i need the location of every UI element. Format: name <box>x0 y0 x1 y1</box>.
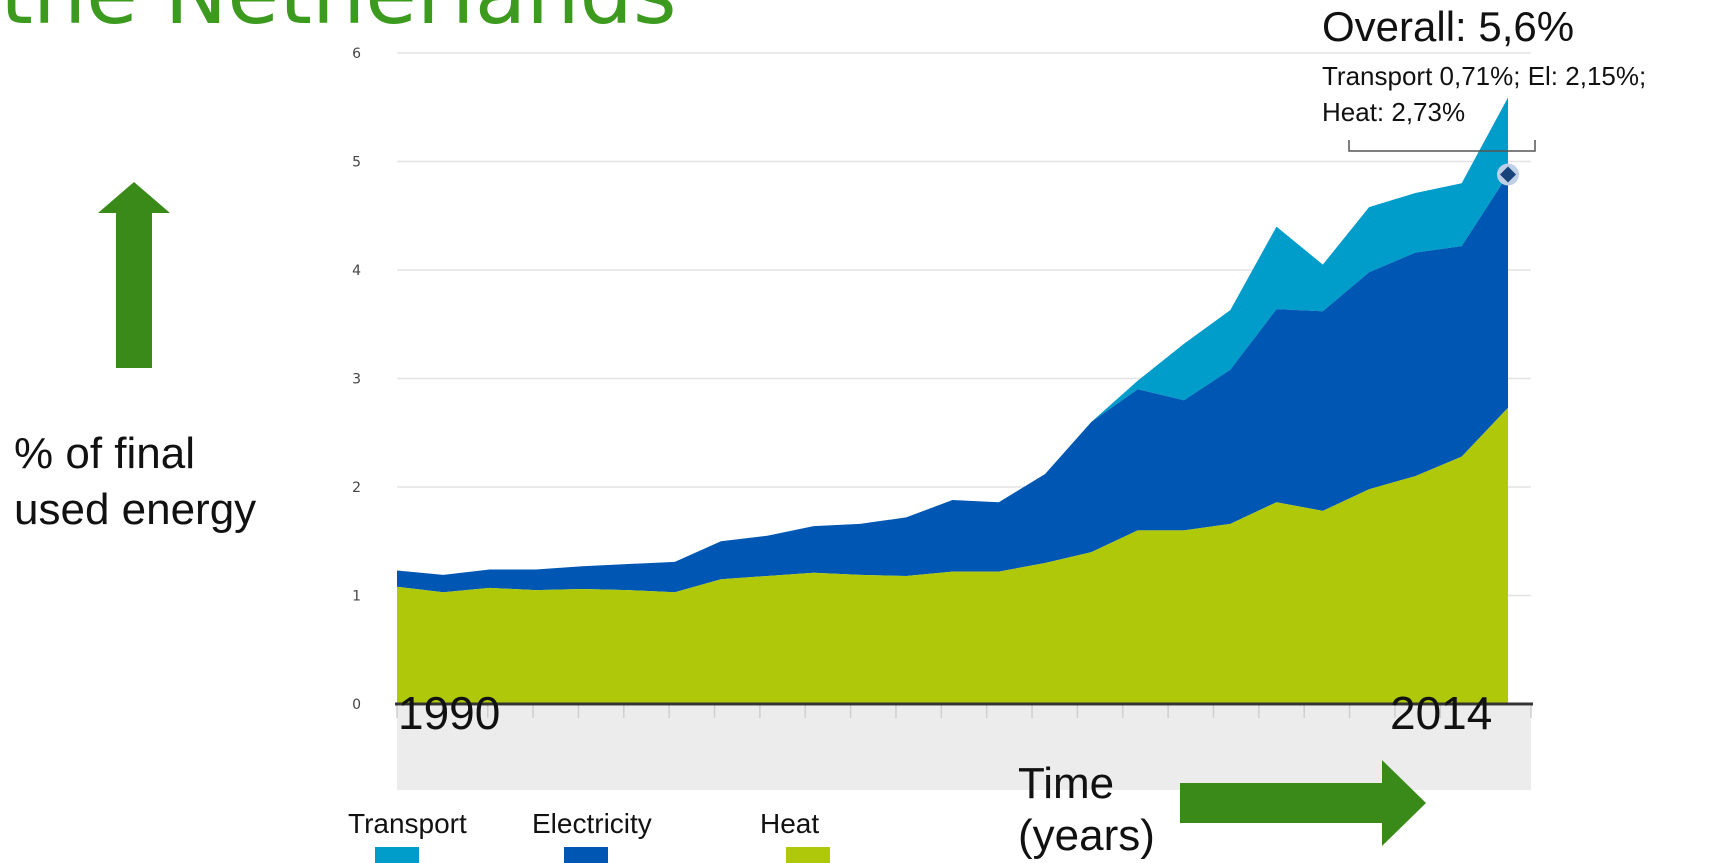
legend-label-heat[interactable]: Heat <box>760 808 820 839</box>
page-title: the Netherlands <box>0 0 677 36</box>
data-point-electricity-2008[interactable] <box>1226 366 1234 374</box>
time-axis-title-line-1: Time <box>1018 759 1115 808</box>
data-point-electricity-2011[interactable] <box>1365 268 1373 276</box>
data-point-transport-2004[interactable] <box>1041 470 1049 478</box>
data-point-transport-2013[interactable] <box>1458 179 1466 187</box>
area-electricity <box>397 174 1508 593</box>
data-point-heat-2012[interactable] <box>1411 472 1419 480</box>
navigator-band <box>397 706 1531 790</box>
year-label-end: 2014 <box>1390 687 1493 739</box>
data-point-transport-2008[interactable] <box>1226 306 1234 314</box>
data-point-transport-2001[interactable] <box>902 513 910 521</box>
area-heat <box>397 407 1508 704</box>
data-point-heat-2008[interactable] <box>1226 520 1234 528</box>
data-point-heat-2005[interactable] <box>1087 548 1095 556</box>
y-axis-title-line-1: % of final <box>14 429 195 478</box>
data-point-transport-1993[interactable] <box>532 565 540 573</box>
data-point-heat-1995[interactable] <box>624 586 632 594</box>
annotation-details: Transport 0,71%; El: 2,15%; Heat: 2,73% <box>1322 58 1646 130</box>
data-point-transport-1992[interactable] <box>486 565 494 573</box>
legend-swatch-heat[interactable] <box>786 847 830 863</box>
data-point-heat-2013[interactable] <box>1458 453 1466 461</box>
right-arrow-icon <box>1180 760 1426 846</box>
data-point-heat-2007[interactable] <box>1180 526 1188 534</box>
y-tick-label-0: 0 <box>352 697 361 713</box>
data-point-transport-1998[interactable] <box>763 532 771 540</box>
data-point-electricity-2006[interactable] <box>1134 385 1142 393</box>
annotation-line-2: Heat: 2,73% <box>1322 97 1466 127</box>
data-point-heat-1999[interactable] <box>810 569 818 577</box>
y-tick-label-3: 3 <box>352 372 361 388</box>
data-point-electricity-2009[interactable] <box>1273 305 1281 313</box>
data-point-transport-1999[interactable] <box>810 522 818 530</box>
data-point-transport-1991[interactable] <box>439 571 447 579</box>
y-tick-label-1: 1 <box>352 589 361 605</box>
data-point-heat-1992[interactable] <box>486 584 494 592</box>
y-tick-label-6: 6 <box>352 46 361 62</box>
annotation-line-1: Transport 0,71%; El: 2,15%; <box>1322 61 1647 91</box>
data-point-transport-2007[interactable] <box>1180 340 1188 348</box>
data-point-transport-1997[interactable] <box>717 537 725 545</box>
data-point-transport-1994[interactable] <box>578 562 586 570</box>
data-point-transport-2006[interactable] <box>1134 377 1142 385</box>
legend-label-electricity[interactable]: Electricity <box>532 808 652 839</box>
data-point-transport-2000[interactable] <box>856 520 864 528</box>
data-point-heat-1993[interactable] <box>532 586 540 594</box>
data-point-heat-1990[interactable] <box>393 583 401 591</box>
y-axis-title: % of final used energy <box>14 426 256 538</box>
data-point-electricity-2010[interactable] <box>1319 307 1327 315</box>
data-point-heat-1998[interactable] <box>763 572 771 580</box>
data-point-heat-2014[interactable] <box>1504 404 1512 412</box>
data-point-heat-2009[interactable] <box>1273 498 1281 506</box>
data-point-heat-1991[interactable] <box>439 588 447 596</box>
data-point-transport-1996[interactable] <box>671 558 679 566</box>
data-point-heat-1994[interactable] <box>578 585 586 593</box>
data-point-transport-2003[interactable] <box>995 498 1003 506</box>
annotation-bracket <box>1348 140 1536 152</box>
data-point-heat-2006[interactable] <box>1134 526 1142 534</box>
data-point-heat-2001[interactable] <box>902 572 910 580</box>
legend-label-transport[interactable]: Transport <box>348 808 467 839</box>
data-point-heat-2002[interactable] <box>949 568 957 576</box>
data-point-heat-2004[interactable] <box>1041 559 1049 567</box>
legend-swatch-transport[interactable] <box>375 847 419 863</box>
data-point-heat-2000[interactable] <box>856 571 864 579</box>
y-tick-label-2: 2 <box>352 480 361 496</box>
y-axis-title-line-2: used energy <box>14 485 257 534</box>
y-tick-label-5: 5 <box>352 155 361 171</box>
data-point-heat-1997[interactable] <box>717 575 725 583</box>
data-point-electricity-2012[interactable] <box>1411 249 1419 257</box>
data-point-transport-2009[interactable] <box>1273 223 1281 231</box>
year-label-start: 1990 <box>398 687 501 739</box>
data-point-transport-2002[interactable] <box>949 496 957 504</box>
up-arrow-icon <box>98 182 170 368</box>
annotation-title: Overall: 5,6% <box>1322 3 1575 50</box>
data-point-electricity-2013[interactable] <box>1458 242 1466 250</box>
data-point-transport-2011[interactable] <box>1365 203 1373 211</box>
highlight-point-marker[interactable] <box>1500 166 1516 183</box>
data-point-heat-2003[interactable] <box>995 568 1003 576</box>
data-point-electricity-2007[interactable] <box>1180 396 1188 404</box>
data-point-heat-1996[interactable] <box>671 588 679 596</box>
data-point-heat-2010[interactable] <box>1319 507 1327 515</box>
y-tick-label-4: 4 <box>352 263 361 279</box>
data-point-heat-2011[interactable] <box>1365 485 1373 493</box>
time-axis-title: Time (years) <box>1018 758 1155 862</box>
data-point-transport-2012[interactable] <box>1411 189 1419 197</box>
data-point-transport-2005[interactable] <box>1087 418 1095 426</box>
data-point-transport-1995[interactable] <box>624 560 632 568</box>
legend-swatch-electricity[interactable] <box>564 847 608 863</box>
data-point-transport-1990[interactable] <box>393 567 401 575</box>
time-axis-title-line-2: (years) <box>1018 811 1155 860</box>
data-point-transport-2010[interactable] <box>1319 261 1327 269</box>
